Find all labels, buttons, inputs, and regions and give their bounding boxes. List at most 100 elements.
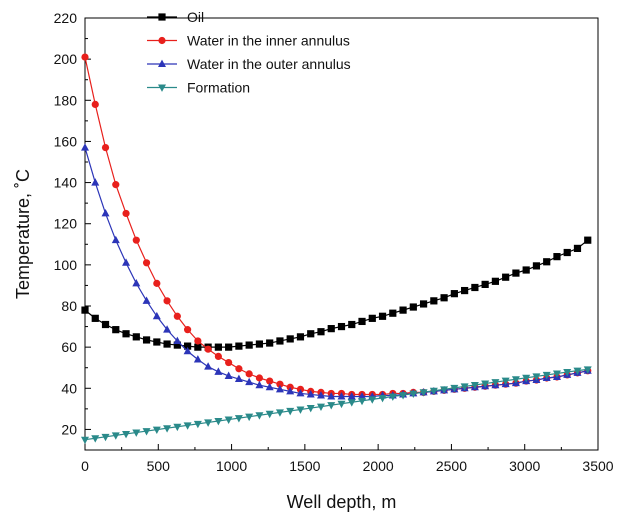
data-point	[163, 297, 170, 304]
x-tick-label: 500	[147, 458, 171, 474]
data-point	[81, 53, 88, 60]
data-point	[379, 313, 386, 320]
data-point	[143, 296, 151, 303]
legend-label: Water in the outer annulus	[187, 56, 351, 72]
y-tick-label: 120	[54, 216, 78, 232]
data-point	[399, 307, 406, 314]
data-point	[133, 333, 140, 340]
y-tick-label: 220	[54, 10, 78, 26]
data-point	[420, 300, 427, 307]
data-point	[246, 370, 253, 377]
x-tick-label: 2500	[436, 458, 467, 474]
data-point	[492, 278, 499, 285]
data-point	[430, 297, 437, 304]
data-point	[112, 326, 119, 333]
data-point	[389, 310, 396, 317]
data-point	[512, 269, 519, 276]
data-point	[451, 290, 458, 297]
y-tick-label: 140	[54, 175, 78, 191]
data-point	[194, 355, 202, 362]
data-point	[348, 321, 355, 328]
data-point	[307, 330, 314, 337]
data-point	[143, 259, 150, 266]
data-point	[102, 144, 109, 151]
data-point	[369, 315, 376, 322]
data-point	[225, 359, 232, 366]
data-point	[163, 340, 170, 347]
y-tick-label: 60	[61, 339, 77, 355]
data-point	[256, 340, 263, 347]
legend-marker	[158, 37, 165, 44]
data-point	[482, 281, 489, 288]
data-point	[204, 362, 212, 369]
x-axis-title: Well depth, m	[287, 492, 397, 512]
data-point	[112, 236, 120, 243]
data-point	[122, 330, 129, 337]
data-point	[143, 336, 150, 343]
data-point	[338, 323, 345, 330]
data-point	[205, 346, 212, 353]
data-point	[564, 249, 571, 256]
data-point	[102, 321, 109, 328]
data-point	[235, 365, 242, 372]
y-tick-label: 40	[61, 380, 77, 396]
legend: Oil Water in the inner annulus Water in th…	[147, 9, 351, 96]
data-point	[358, 318, 365, 325]
x-tick-label: 1000	[216, 458, 247, 474]
series-3	[81, 366, 592, 444]
tick-marks	[85, 18, 598, 450]
data-point	[153, 338, 160, 345]
data-point	[225, 344, 232, 351]
data-point	[153, 280, 160, 287]
data-point	[410, 303, 417, 310]
y-tick-label: 20	[61, 421, 77, 437]
data-point	[112, 181, 119, 188]
series-1	[81, 53, 591, 398]
data-point	[81, 437, 89, 444]
axes	[85, 18, 598, 450]
legend-item: Water in the inner annulus	[147, 33, 350, 49]
data-point	[122, 210, 129, 217]
series-line	[85, 240, 588, 347]
legend-label: Formation	[187, 80, 250, 96]
data-point	[471, 284, 478, 291]
data-point	[214, 367, 222, 374]
data-point	[133, 237, 140, 244]
plot-frame	[85, 18, 598, 450]
x-tick-label: 0	[81, 458, 89, 474]
data-point	[543, 258, 550, 265]
data-point	[276, 337, 283, 344]
legend-marker	[158, 85, 166, 92]
data-point	[92, 315, 99, 322]
y-tick-label: 180	[54, 92, 78, 108]
data-point	[328, 325, 335, 332]
data-point	[246, 341, 253, 348]
data-point	[132, 279, 140, 286]
data-point	[81, 307, 88, 314]
data-point	[502, 274, 509, 281]
data-point	[215, 353, 222, 360]
y-tick-label: 200	[54, 51, 78, 67]
data-point	[266, 339, 273, 346]
x-tick-label: 2000	[363, 458, 394, 474]
data-point	[92, 101, 99, 108]
data-point	[184, 326, 191, 333]
x-tick-label: 3000	[509, 458, 540, 474]
data-point	[215, 344, 222, 351]
legend-item: Oil	[147, 9, 204, 25]
data-point	[287, 335, 294, 342]
data-point	[256, 374, 263, 381]
data-point	[574, 245, 581, 252]
data-point	[102, 209, 110, 216]
data-point	[81, 143, 89, 150]
legend-marker	[158, 13, 165, 20]
data-point	[194, 337, 201, 344]
series-0	[81, 237, 591, 351]
data-point	[523, 266, 530, 273]
legend-item: Water in the outer annulus	[147, 56, 351, 72]
data-point	[297, 333, 304, 340]
series-layer	[81, 53, 592, 444]
y-tick-label: 100	[54, 257, 78, 273]
data-point	[317, 328, 324, 335]
